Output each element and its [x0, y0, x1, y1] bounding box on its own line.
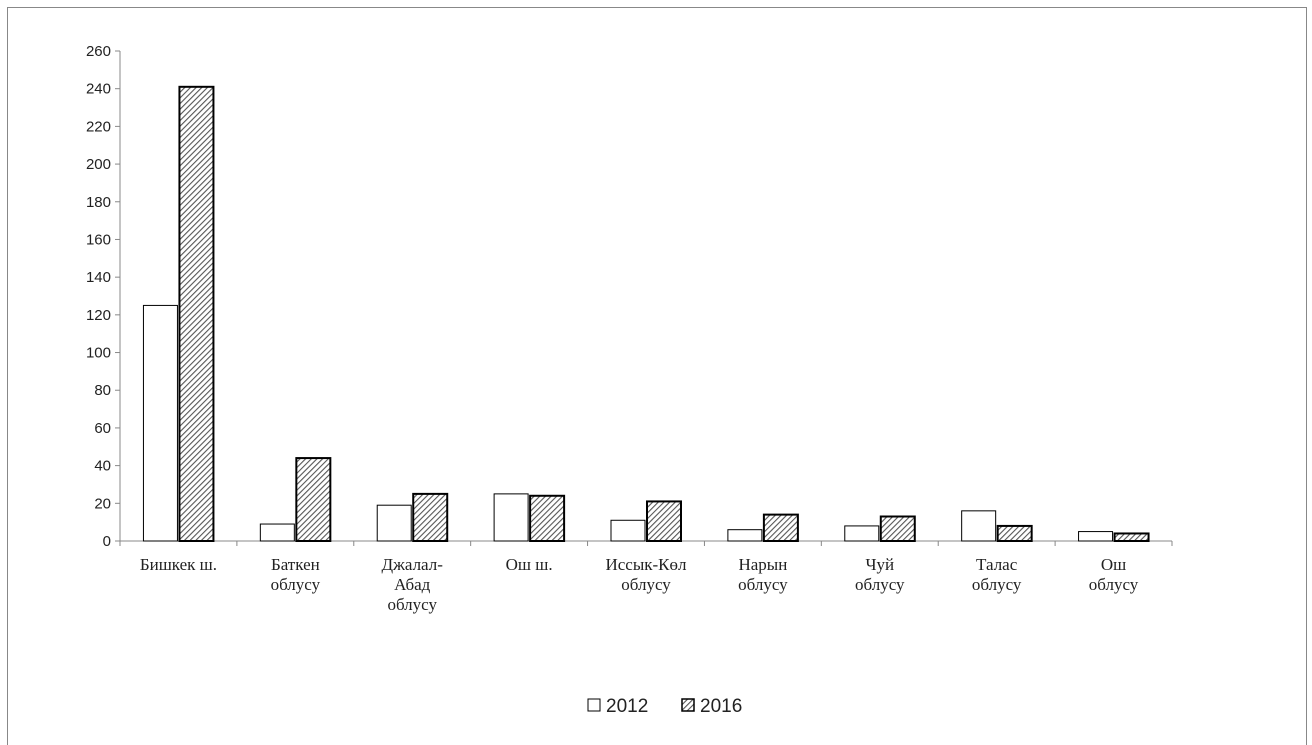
x-tick-label: облусу [1089, 575, 1139, 594]
bar-2012 [844, 525, 880, 542]
chart-frame [7, 7, 1307, 745]
x-tick-label: Чуй [865, 555, 894, 574]
y-tick-label: 140 [86, 269, 111, 286]
bar-2012 [142, 304, 178, 542]
bar-2012 [610, 519, 646, 542]
x-tick-label: Ош [1101, 555, 1126, 574]
y-tick-label: 120 [86, 307, 111, 324]
legend-swatch-2012 [587, 698, 601, 712]
y-tick-label: 200 [86, 156, 111, 173]
y-tick-label: 60 [94, 420, 111, 437]
y-tick-label: 260 [86, 43, 111, 60]
axes [115, 50, 1173, 546]
bar-2016 [879, 515, 916, 542]
legend: 2012 2016 [587, 696, 742, 717]
x-tick-label: Бишкек ш. [140, 555, 217, 574]
y-tick-label: 0 [103, 533, 111, 550]
legend-label-2016: 2016 [700, 696, 742, 717]
x-tick-label: Нарын [738, 555, 787, 574]
x-tick-labels: Бишкек ш. БаткеноблусуДжалал-АбадоблусуОш… [140, 555, 1139, 614]
bar-2012 [259, 523, 295, 542]
bar-2016 [996, 524, 1033, 543]
x-tick-label: Джалал- [382, 555, 444, 574]
bar-2016 [529, 494, 566, 542]
bar-2016 [762, 513, 799, 542]
x-tick-label: облусу [621, 575, 671, 594]
x-tick-label: облусу [855, 575, 905, 594]
y-tick-label: 20 [94, 495, 111, 512]
y-tick-label: 220 [86, 118, 111, 135]
y-tick-labels: 0 20 40 60 80 100 120 140 160 180 200 220 240 260 [86, 43, 111, 550]
x-tick-label: облусу [738, 575, 788, 594]
bar-2016 [1113, 532, 1150, 543]
bar-2016 [178, 85, 215, 543]
bar-2012 [961, 510, 997, 542]
bars [142, 85, 1150, 543]
bar-2016 [646, 500, 682, 542]
x-tick-label: облусу [972, 575, 1022, 594]
bar-2012 [493, 493, 529, 542]
y-tick-label: 80 [94, 382, 111, 399]
y-tick-label: 240 [86, 81, 111, 98]
bar-2012 [727, 529, 763, 542]
y-tick-label: 160 [86, 231, 111, 248]
x-tick-label: Абад [394, 575, 431, 594]
y-tick-label: 180 [86, 194, 111, 211]
legend-label-2012: 2012 [606, 696, 648, 717]
bar-2012 [1078, 531, 1114, 542]
x-tick-label: Иссык-Көл [605, 555, 687, 574]
x-tick-label: Баткен [271, 555, 320, 574]
bar-2012 [376, 504, 412, 542]
y-tick-label: 40 [94, 458, 111, 475]
bar-2016 [295, 457, 332, 543]
legend-swatch-2016 [681, 698, 695, 712]
x-tick-label: облусу [387, 595, 437, 614]
x-tick-label: Талас [976, 555, 1018, 574]
x-tick-label: Ош ш. [506, 555, 553, 574]
bar-2016 [412, 492, 449, 542]
x-tick-label: облусу [271, 575, 321, 594]
y-tick-label: 100 [86, 345, 111, 362]
